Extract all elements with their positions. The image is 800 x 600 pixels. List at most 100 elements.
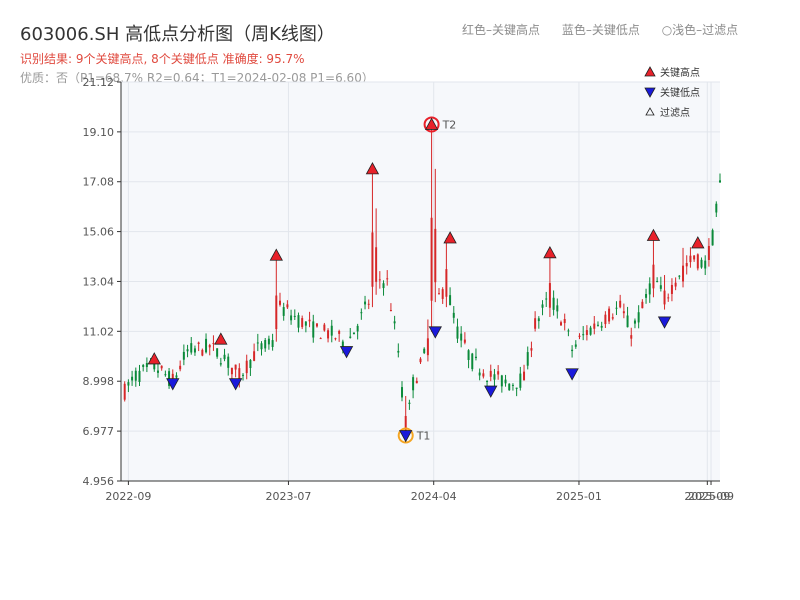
- candle-body: [267, 338, 270, 345]
- candle-body: [463, 339, 466, 343]
- candle-body: [678, 275, 681, 277]
- candle-body: [230, 367, 233, 375]
- candle-body: [408, 402, 411, 404]
- candle-body: [245, 360, 248, 374]
- candle-body: [630, 335, 633, 339]
- candle-body: [608, 308, 611, 322]
- candle-body: [426, 338, 429, 356]
- y-tick-label: 4.956: [83, 475, 115, 488]
- candle-body: [153, 360, 156, 370]
- candle-body: [156, 370, 159, 373]
- key-low-marker: [339, 346, 354, 359]
- candle-body: [682, 265, 685, 282]
- candle-body: [563, 319, 566, 324]
- key-high-marker: [424, 117, 439, 130]
- candle-body: [571, 349, 574, 352]
- key-high-marker: [147, 352, 161, 365]
- candle-body: [511, 384, 514, 386]
- candle-body: [208, 345, 211, 348]
- candle-body: [212, 342, 215, 344]
- candle-body: [393, 321, 396, 324]
- candle-body: [633, 320, 636, 324]
- annotation-circle: [397, 427, 414, 444]
- key-high-marker: [214, 332, 228, 345]
- result-summary: 识别结果: 9个关键高点, 8个关键低点 准确度: 95.7%: [20, 52, 305, 66]
- candle-body: [656, 281, 659, 283]
- candle-body: [375, 247, 378, 282]
- candle-body: [127, 382, 130, 386]
- candle-body: [223, 354, 226, 360]
- key-high-marker: [543, 245, 557, 259]
- key-low-marker: [399, 430, 413, 443]
- candle-body: [445, 269, 448, 297]
- candle-body: [541, 304, 544, 308]
- candle-body: [349, 336, 352, 338]
- candle-body: [707, 245, 710, 260]
- candle-body: [489, 370, 492, 377]
- candle-body: [585, 330, 588, 335]
- candle-body: [134, 370, 137, 381]
- candle-body: [415, 380, 418, 384]
- key-low-marker: [228, 378, 243, 391]
- candle-body: [282, 307, 285, 316]
- candle-body: [693, 255, 696, 260]
- candle-body: [482, 373, 485, 377]
- candle-body: [593, 323, 596, 329]
- y-tick-label: 15.06: [83, 226, 115, 239]
- candle-body: [175, 375, 178, 378]
- candle-body: [356, 325, 359, 332]
- key-high-marker: [269, 248, 283, 261]
- candle-body: [715, 203, 718, 213]
- candle-body: [604, 314, 607, 325]
- candle-body: [615, 307, 618, 309]
- key-high-marker: [646, 228, 661, 241]
- candle-body: [352, 332, 355, 335]
- candle-body: [478, 372, 481, 376]
- candle-body: [179, 365, 182, 370]
- candle-body: [560, 322, 563, 326]
- candle-body: [389, 310, 392, 312]
- key-low-marker: [428, 326, 442, 339]
- candle-body: [404, 415, 407, 434]
- candle-body: [548, 283, 551, 308]
- candle-body: [271, 340, 274, 347]
- candle-body: [216, 348, 219, 357]
- candle-body: [315, 323, 318, 327]
- candle-body: [711, 230, 714, 246]
- candle-body: [552, 297, 555, 310]
- candle-body: [197, 342, 200, 344]
- candle-body: [338, 331, 341, 334]
- candle-body: [467, 350, 470, 360]
- candle-body: [519, 373, 522, 388]
- candle-body: [689, 255, 692, 263]
- x-tick-label: 2025-09: [684, 490, 730, 503]
- key-low-marker: [166, 378, 180, 391]
- candle-body: [234, 364, 237, 370]
- candle-body: [534, 318, 537, 329]
- candle-body: [264, 340, 267, 349]
- candle-body: [182, 351, 185, 360]
- candle-body: [530, 348, 533, 351]
- candle-body: [242, 374, 245, 376]
- candle-body: [600, 325, 603, 328]
- candle-body: [674, 282, 677, 287]
- candle-body: [430, 217, 433, 301]
- candle-body: [249, 359, 252, 369]
- candle-body: [423, 348, 426, 354]
- x-tick-label: 2025-09: [688, 490, 734, 503]
- candle-body: [626, 315, 629, 328]
- candle-body: [663, 290, 666, 305]
- key-high-marker: [443, 231, 457, 244]
- candle-body: [364, 301, 367, 305]
- candle-body: [719, 180, 721, 183]
- key-low-marker: [657, 316, 672, 329]
- candle-body: [504, 379, 507, 384]
- candle-body: [500, 375, 503, 387]
- candle-body: [286, 304, 289, 308]
- y-tick-label: 21.12: [83, 76, 115, 89]
- candle-body: [256, 342, 259, 344]
- candle-body: [460, 333, 463, 341]
- candle-body: [493, 374, 496, 380]
- x-tick-label: 2024-04: [411, 490, 457, 503]
- candle-body: [567, 330, 570, 332]
